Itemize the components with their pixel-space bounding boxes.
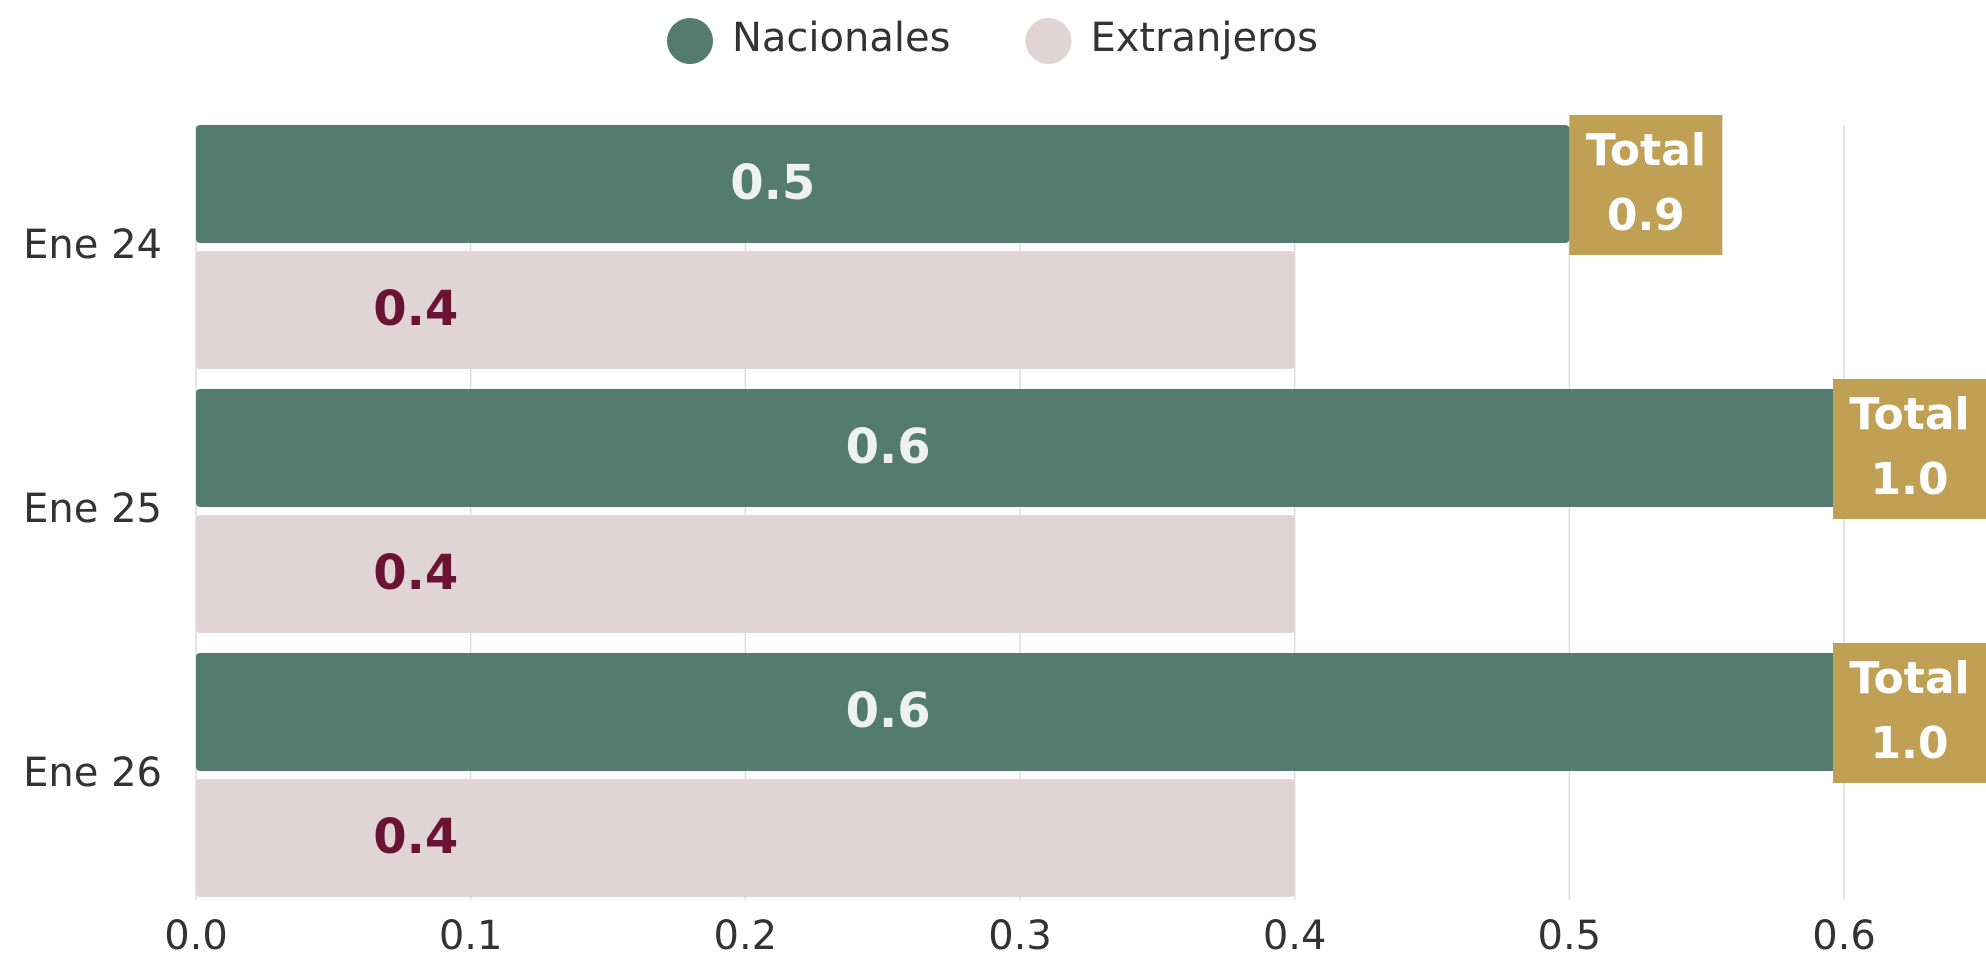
total-box (1569, 115, 1723, 255)
legend-label: Nacionales (732, 15, 950, 61)
legend-label: Extranjeros (1090, 15, 1318, 61)
x-tick-label: 0.3 (988, 913, 1052, 959)
total-box (1833, 643, 1986, 783)
x-tick-label: 0.6 (1812, 913, 1876, 959)
x-tick-label: 0.1 (439, 913, 503, 959)
bar (196, 389, 1844, 507)
x-tick-label: 0.0 (164, 913, 228, 959)
total-value: 0.9 (1607, 190, 1685, 241)
legend-swatch (1025, 18, 1072, 64)
x-tick-label: 0.5 (1538, 913, 1602, 959)
data-label: 0.4 (373, 545, 458, 601)
y-tick-label: Ene 25 (23, 486, 162, 532)
total-label: Total (1849, 653, 1969, 704)
bar (196, 515, 1295, 633)
total-label: Total (1849, 389, 1969, 440)
data-label: 0.5 (730, 155, 815, 211)
x-tick-label: 0.4 (1263, 913, 1327, 959)
total-label: Total (1586, 125, 1706, 176)
data-label: 0.6 (846, 419, 931, 475)
y-tick-label: Ene 24 (23, 222, 162, 268)
data-label: 0.4 (373, 809, 458, 865)
bar (196, 653, 1844, 771)
data-label: 0.4 (373, 281, 458, 337)
data-label: 0.6 (846, 683, 931, 739)
total-value: 1.0 (1871, 718, 1949, 769)
x-tick-label: 0.2 (714, 913, 778, 959)
total-value: 1.0 (1871, 454, 1949, 505)
y-tick-label: Ene 26 (23, 750, 162, 796)
legend-swatch (667, 18, 713, 64)
bar (196, 251, 1295, 369)
bar (196, 779, 1295, 897)
total-box (1833, 379, 1986, 519)
bar (196, 125, 1570, 243)
